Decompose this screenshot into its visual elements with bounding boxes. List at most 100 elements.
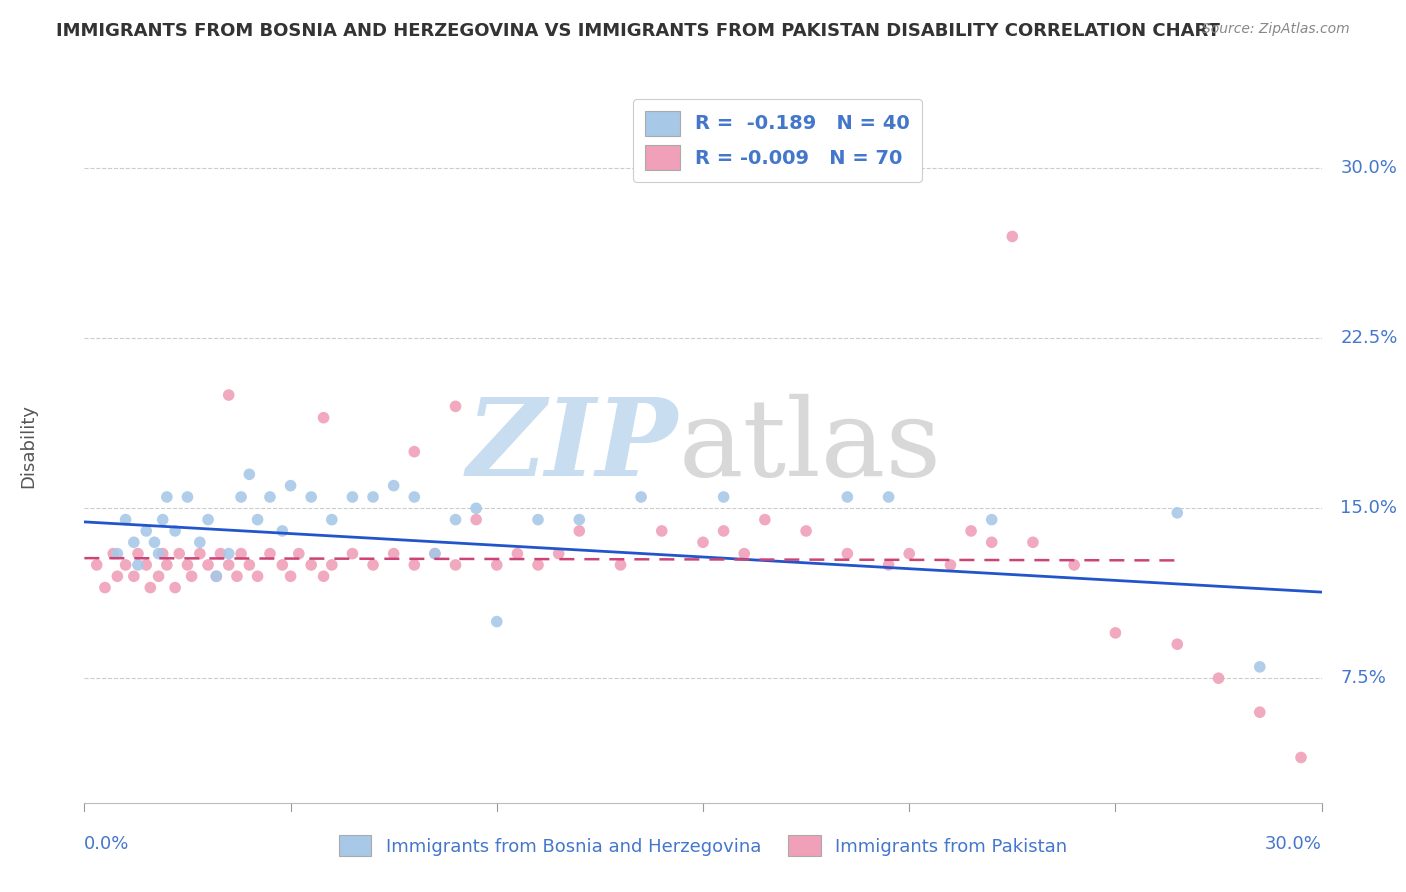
Point: [444, 513, 467, 527]
Point: [1166, 637, 1188, 651]
Point: [877, 490, 900, 504]
Point: [135, 558, 157, 572]
Text: Source: ZipAtlas.com: Source: ZipAtlas.com: [1202, 22, 1350, 37]
Point: [980, 513, 1002, 527]
Point: [1166, 506, 1188, 520]
Point: [197, 513, 219, 527]
Point: [1208, 671, 1230, 685]
Legend: Immigrants from Bosnia and Herzegovina, Immigrants from Pakistan: Immigrants from Bosnia and Herzegovina, …: [330, 826, 1076, 865]
Point: [127, 558, 149, 572]
Point: [299, 490, 322, 504]
Point: [651, 524, 673, 538]
Point: [568, 524, 591, 538]
Point: [156, 558, 179, 572]
Point: [148, 547, 170, 561]
Point: [568, 513, 591, 527]
Point: [246, 569, 269, 583]
Point: [188, 535, 211, 549]
Point: [837, 490, 859, 504]
Text: 15.0%: 15.0%: [1340, 500, 1398, 517]
Point: [444, 558, 467, 572]
Point: [103, 547, 125, 561]
Point: [86, 558, 108, 572]
Point: [1063, 558, 1085, 572]
Point: [342, 490, 364, 504]
Point: [465, 501, 488, 516]
Point: [404, 558, 426, 572]
Point: [960, 524, 983, 538]
Point: [122, 569, 145, 583]
Point: [135, 524, 157, 538]
Point: [1104, 626, 1126, 640]
Point: [444, 400, 467, 414]
Text: 0.0%: 0.0%: [84, 835, 129, 853]
Point: [1249, 660, 1271, 674]
Point: [288, 547, 311, 561]
Point: [127, 547, 149, 561]
Point: [246, 513, 269, 527]
Point: [280, 478, 302, 492]
Point: [122, 535, 145, 549]
Text: Disability: Disability: [20, 404, 38, 488]
Point: [1249, 705, 1271, 719]
Point: [423, 547, 446, 561]
Point: [218, 558, 240, 572]
Point: [609, 558, 631, 572]
Point: [180, 569, 202, 583]
Point: [271, 558, 294, 572]
Point: [229, 490, 252, 504]
Point: [188, 547, 211, 561]
Point: [139, 581, 162, 595]
Point: [321, 513, 343, 527]
Point: [361, 558, 384, 572]
Point: [148, 569, 170, 583]
Point: [259, 490, 281, 504]
Point: [229, 547, 252, 561]
Point: [105, 547, 128, 561]
Text: ZIP: ZIP: [467, 393, 678, 499]
Text: 30.0%: 30.0%: [1340, 160, 1398, 178]
Point: [898, 547, 921, 561]
Point: [321, 558, 343, 572]
Point: [485, 558, 508, 572]
Point: [152, 547, 174, 561]
Text: atlas: atlas: [678, 393, 941, 499]
Point: [143, 535, 166, 549]
Point: [238, 558, 260, 572]
Point: [713, 490, 735, 504]
Point: [733, 547, 755, 561]
Point: [197, 558, 219, 572]
Point: [176, 490, 198, 504]
Point: [404, 490, 426, 504]
Point: [361, 490, 384, 504]
Point: [713, 524, 735, 538]
Point: [423, 547, 446, 561]
Point: [105, 569, 128, 583]
Point: [259, 547, 281, 561]
Point: [165, 581, 187, 595]
Point: [382, 478, 405, 492]
Point: [939, 558, 962, 572]
Point: [205, 569, 228, 583]
Point: [238, 467, 260, 482]
Point: [630, 490, 652, 504]
Point: [299, 558, 322, 572]
Point: [1001, 229, 1024, 244]
Text: 30.0%: 30.0%: [1265, 835, 1322, 853]
Point: [152, 513, 174, 527]
Point: [404, 444, 426, 458]
Point: [1289, 750, 1312, 764]
Text: 7.5%: 7.5%: [1340, 669, 1386, 687]
Point: [547, 547, 569, 561]
Point: [167, 547, 190, 561]
Point: [382, 547, 405, 561]
Point: [205, 569, 228, 583]
Point: [165, 524, 187, 538]
Point: [218, 388, 240, 402]
Point: [465, 513, 488, 527]
Point: [527, 558, 550, 572]
Point: [176, 558, 198, 572]
Point: [312, 569, 335, 583]
Point: [312, 410, 335, 425]
Point: [94, 581, 117, 595]
